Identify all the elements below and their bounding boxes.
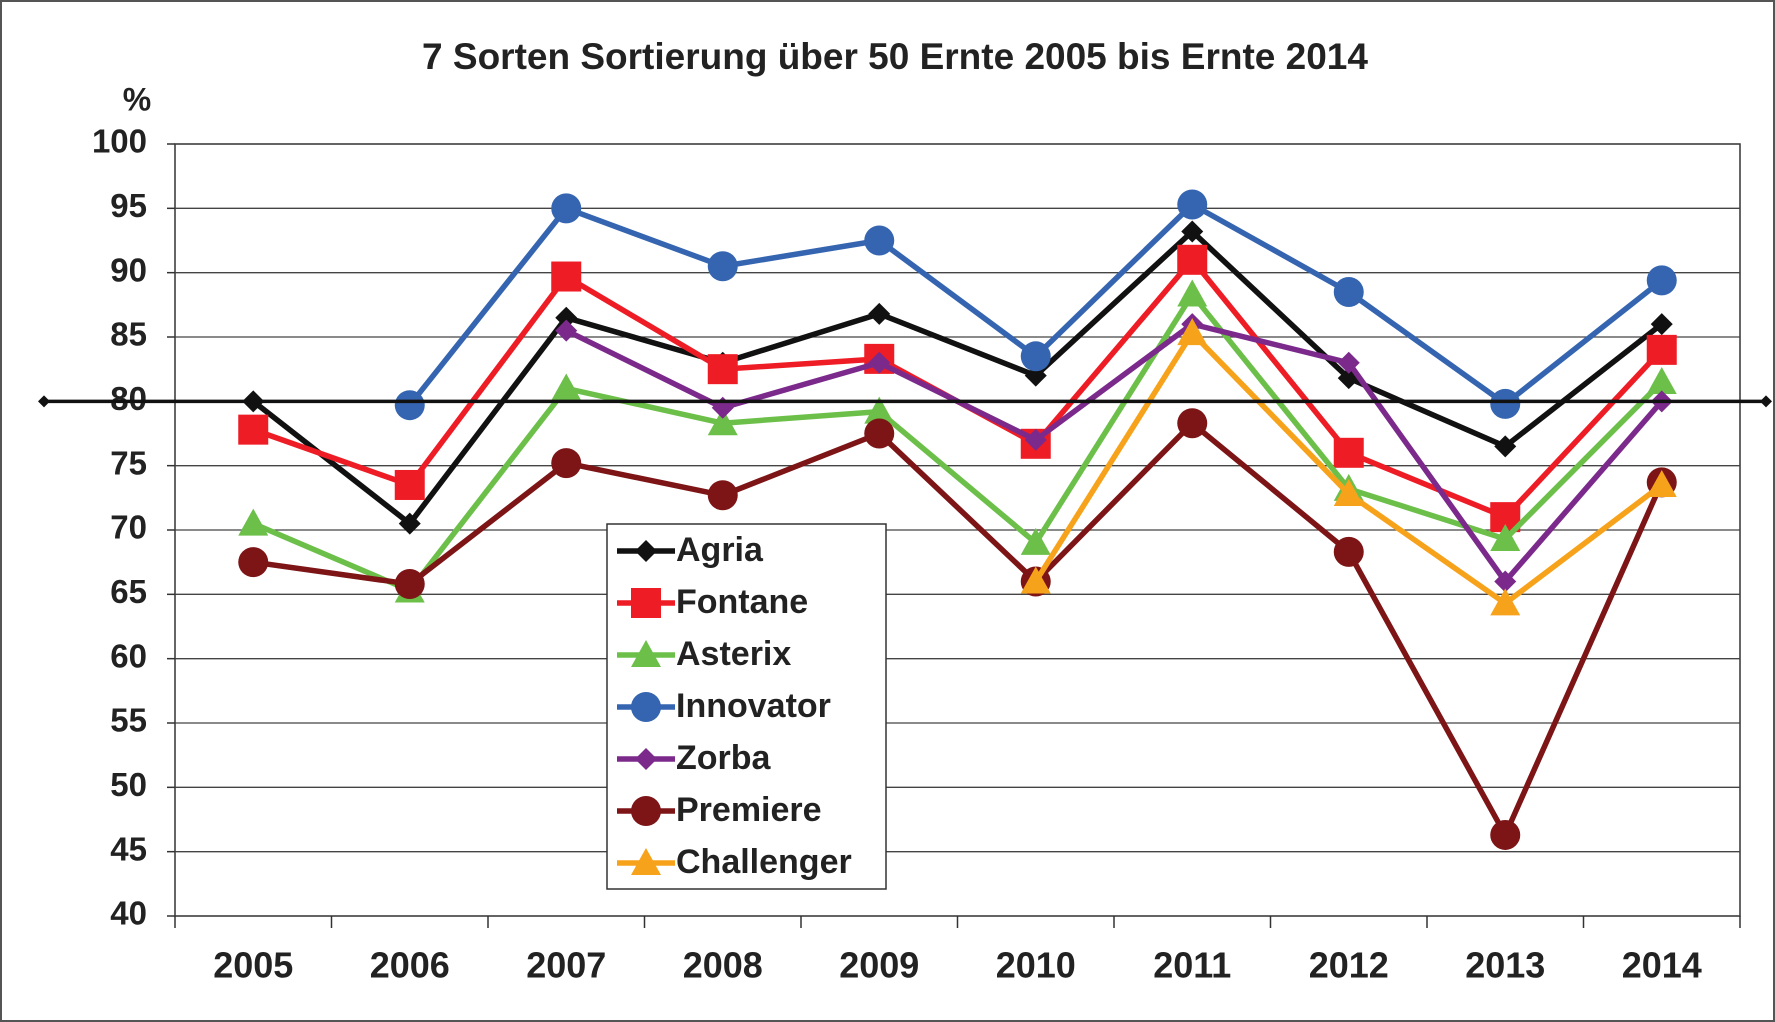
marker [868,351,891,374]
marker [707,251,738,282]
marker [1177,318,1208,346]
y-tick-label: 60 [110,637,147,674]
marker [551,261,582,292]
marker [551,373,582,401]
y-axis-label: % [123,81,151,117]
marker [1337,351,1360,374]
legend-label: Asterix [676,635,791,673]
marker [394,390,425,421]
y-tick-label: 45 [110,830,147,867]
y-tick-label: 55 [110,702,147,739]
marker [551,448,582,479]
marker [1650,313,1673,336]
marker [864,396,895,424]
marker [864,225,895,256]
legend-label: Premiere [676,791,822,829]
series-line [252,291,1664,594]
marker [707,354,738,385]
marker [707,408,738,436]
reference-end [38,395,50,408]
marker [1333,478,1364,506]
series-line [251,228,1664,527]
marker [1333,276,1364,307]
marker [238,414,269,445]
marker [555,319,578,342]
marker [631,588,661,618]
marker [635,540,657,562]
marker [707,480,738,511]
y-tick-label: 80 [110,380,147,417]
marker [1181,220,1204,243]
x-tick-label: 2005 [213,945,293,986]
x-tick-label: 2011 [1153,945,1231,986]
marker [635,748,657,770]
x-tick-label: 2012 [1309,945,1389,986]
reference-end [1760,395,1772,408]
legend-label: Agria [676,531,764,569]
marker [631,796,661,826]
y-tick-label: 70 [110,509,147,546]
marker [398,512,421,535]
x-tick-label: 2010 [996,945,1076,986]
y-tick-label: 50 [110,766,147,803]
x-tick-label: 2014 [1622,945,1702,986]
marker [1177,244,1208,275]
marker [1490,819,1521,850]
y-tick-label: 95 [110,187,147,224]
marker [631,640,661,667]
marker [631,848,661,875]
legend-label: Challenger [676,843,852,881]
legend-label: Innovator [676,687,831,725]
marker [1494,570,1517,593]
series-line [252,420,1665,838]
marker [551,193,582,224]
marker [1494,435,1517,458]
marker [868,302,891,325]
marker [394,469,425,500]
marker [1646,367,1677,395]
x-tick-label: 2013 [1465,945,1545,986]
marker [1490,524,1521,552]
marker [1646,469,1677,497]
marker [1333,536,1364,567]
y-tick-label: 85 [110,316,147,353]
marker [1024,428,1047,451]
marker [631,692,661,722]
y-tick-label: 100 [92,123,147,160]
marker [238,508,269,536]
y-tick-label: 40 [110,895,147,932]
marker [394,569,425,600]
y-tick-label: 75 [110,444,147,481]
marker [1020,527,1051,555]
marker [1177,189,1208,220]
x-tick-label: 2007 [526,945,606,986]
x-tick-label: 2006 [370,945,450,986]
marker [1020,341,1051,372]
marker [1333,437,1364,468]
y-tick-label: 65 [110,573,147,610]
marker [238,547,269,578]
x-tick-label: 2009 [839,945,919,986]
x-tick-label: 2008 [683,945,763,986]
marker [1490,588,1521,616]
chart-title: 7 Sorten Sortierung über 50 Ernte 2005 b… [422,36,1368,77]
marker [1177,279,1208,307]
marker [1177,408,1208,439]
marker [864,418,895,449]
marker [555,306,578,329]
marker [1646,265,1677,296]
marker [1490,388,1521,419]
marker [1020,566,1051,594]
y-tick-label: 90 [110,251,147,288]
legend-label: Fontane [676,583,808,621]
marker [1646,334,1677,365]
legend: Agria Fontane Asterix Innovator Zorba Premier… [606,523,887,890]
legend-label: Zorba [676,739,772,777]
